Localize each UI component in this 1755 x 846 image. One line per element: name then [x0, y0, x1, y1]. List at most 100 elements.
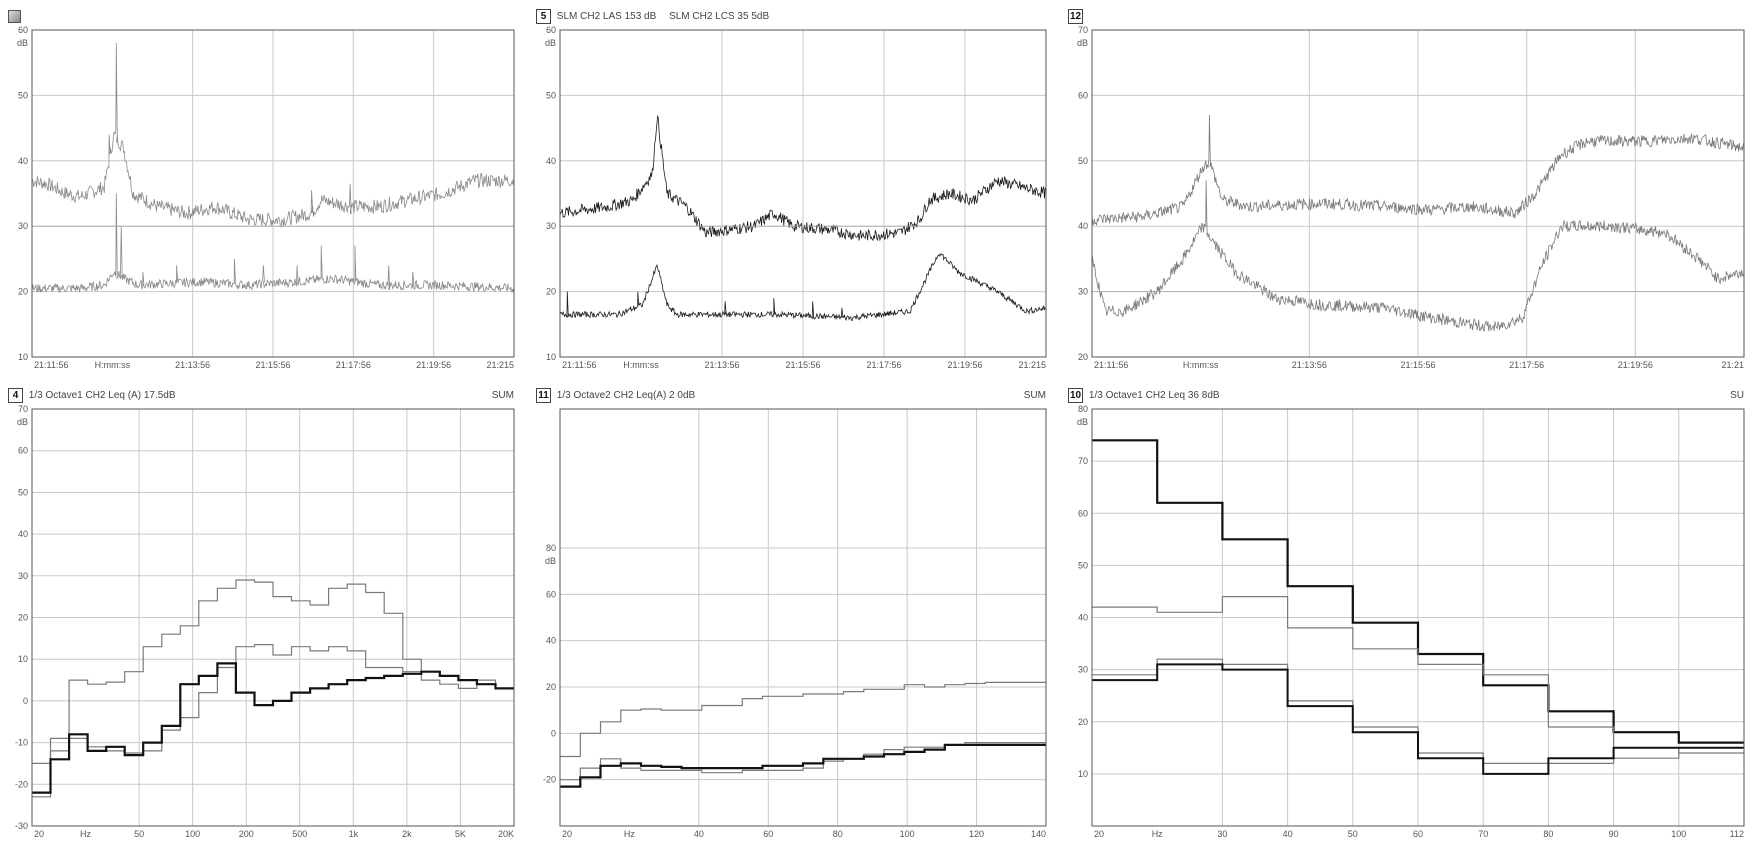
- y-tick-label: 60: [1078, 90, 1088, 100]
- panel-header: 12: [1066, 8, 1748, 26]
- panel-header: 11 1/3 Octave2 CH2 Leq(A) 2 0dB SUM: [534, 387, 1050, 405]
- series-line: [1092, 596, 1744, 754]
- panel-number[interactable]: 5: [536, 8, 551, 24]
- chart-panel-5[interactable]: 5 SLM CH2 LAS 153 dB SLM CH2 LCS 35 5dB …: [534, 8, 1050, 373]
- x-tick-label: 20: [1094, 829, 1104, 839]
- y-tick-label: 30: [18, 221, 28, 231]
- plot-frame: [31, 408, 515, 827]
- series-line: [1091, 114, 1745, 227]
- y-tick-label: 30: [18, 571, 28, 581]
- series-line: [32, 644, 514, 798]
- x-tick-label: 21:15:56: [785, 360, 820, 370]
- panel-number[interactable]: 11: [536, 387, 551, 403]
- series-line: [560, 742, 1046, 781]
- legend-entry: SLM CH2 LCS 35 5dB: [669, 11, 770, 22]
- chart-panel-1[interactable]: 60 50 40 30 20 10 dB 21:11:56 H:mm:ss 21:13:56 21:…: [6, 8, 518, 373]
- y-tick-label: 70: [1078, 456, 1088, 466]
- y-tick-label: 60: [18, 25, 28, 35]
- panel-number[interactable]: 10: [1068, 387, 1084, 403]
- series-line: [560, 743, 1046, 788]
- y-unit-label: dB: [17, 417, 28, 427]
- y-tick-label: 50: [18, 90, 28, 100]
- y-tick-label: -30: [15, 821, 28, 831]
- x-tick-label: 80: [833, 829, 843, 839]
- y-unit-label: dB: [17, 38, 28, 48]
- y-tick-label: 40: [546, 156, 556, 166]
- x-tick-label: 21:15:56: [1400, 360, 1435, 370]
- y-tick-label: 60: [546, 589, 556, 599]
- x-tick-label: 20K: [498, 829, 514, 839]
- x-tick-label: 100: [900, 829, 915, 839]
- series-line: [559, 253, 1046, 322]
- x-tick-label: 21:13:56: [1292, 360, 1327, 370]
- plot-frame: [559, 29, 1047, 358]
- x-tick-label: 50: [1348, 829, 1358, 839]
- x-tick-label: 21:13:56: [175, 360, 210, 370]
- series-line: [560, 681, 1046, 758]
- plot-frame: [559, 408, 1047, 827]
- chart-panel-12[interactable]: 12 70 60 50 40 30 20 dB 21:11:56 H:mm:ss 21:13:56…: [1066, 8, 1748, 373]
- y-tick-label: 40: [18, 156, 28, 166]
- panel-header: [6, 8, 518, 26]
- series-line: [32, 579, 514, 764]
- y-tick-label: 20: [18, 613, 28, 623]
- sum-label: SUM: [491, 390, 514, 401]
- x-tick-label: 21:19:56: [416, 360, 451, 370]
- x-tick-label: 40: [1283, 829, 1293, 839]
- chart-panel-4[interactable]: 4 1/3 Octave1 CH2 Leq (A) 17.5dB SUM 70 6…: [6, 387, 518, 842]
- y-tick-label: 20: [546, 287, 556, 297]
- y-tick-label: 50: [1078, 156, 1088, 166]
- y-tick-label: 0: [23, 696, 28, 706]
- time-history-chart: 60 50 40 30 20 10 dB 21:11:56 H:mm:ss 21:13:56 21:…: [545, 25, 1047, 370]
- series-line: [31, 193, 515, 293]
- panel-number[interactable]: 4: [8, 387, 23, 403]
- x-tick-label: 100: [185, 829, 200, 839]
- x-tick-label: 21:11:56: [1094, 360, 1128, 370]
- x-tick-label: Hz: [624, 829, 635, 839]
- legend-entry: SLM CH2 LAS 153 dB: [556, 11, 657, 22]
- x-tick-label: 20: [562, 829, 572, 839]
- y-tick-label: 50: [1078, 560, 1088, 570]
- x-tick-label: 500: [292, 829, 307, 839]
- x-tick-label: 60: [1413, 829, 1423, 839]
- legend-entry: 1/3 Octave1 CH2 Leq (A) 17.5dB: [28, 390, 176, 401]
- y-tick-label: 30: [546, 221, 556, 231]
- series-line: [31, 43, 515, 229]
- y-unit-label: dB: [545, 38, 556, 48]
- y-tick-label: 10: [18, 654, 28, 664]
- x-tick-label: 21:17:56: [336, 360, 371, 370]
- x-tick-label: H:mm:ss: [623, 360, 659, 370]
- series-line: [1091, 180, 1745, 332]
- x-tick-label: 100: [1671, 829, 1686, 839]
- y-tick-label: 60: [18, 446, 28, 456]
- x-tick-label: 60: [763, 829, 773, 839]
- chart-panel-11[interactable]: 11 1/3 Octave2 CH2 Leq(A) 2 0dB SUM 80 60…: [534, 387, 1050, 842]
- chart-panel-10[interactable]: 10 1/3 Octave1 CH2 Leq 36 8dB SU 80 70 60 5…: [1066, 387, 1748, 842]
- y-tick-label: 20: [1078, 352, 1088, 362]
- y-tick-label: 40: [18, 529, 28, 539]
- legend-entry: 1/3 Octave2 CH2 Leq(A) 2 0dB: [556, 390, 696, 401]
- x-tick-label: 21:15:56: [255, 360, 290, 370]
- x-tick-label: H:mm:ss: [95, 360, 131, 370]
- panel-menu-icon[interactable]: [8, 9, 21, 23]
- y-tick-label: 20: [1078, 717, 1088, 727]
- spectrum-chart: 80 70 60 50 40 30 20 10 dB 20 Hz 30 40 50 60 70 80 90 100 1…: [1077, 404, 1745, 839]
- spectrum-chart: 80 60 40 20 0 -20 dB 20 Hz 40 60 80 100 120 140: [543, 408, 1047, 839]
- y-tick-label: -10: [15, 738, 28, 748]
- y-tick-label: 10: [546, 352, 556, 362]
- plot-frame: [31, 29, 515, 358]
- panel-number[interactable]: 12: [1068, 8, 1084, 24]
- y-tick-label: 50: [18, 487, 28, 497]
- x-tick-label: H:mm:ss: [1183, 360, 1219, 370]
- y-tick-label: 10: [18, 352, 28, 362]
- time-history-chart: 70 60 50 40 30 20 dB 21:11:56 H:mm:ss 21:13:56 21:…: [1077, 25, 1745, 370]
- x-tick-label: 21:17:56: [1509, 360, 1544, 370]
- x-tick-label: Hz: [1152, 829, 1163, 839]
- y-unit-label: dB: [545, 556, 556, 566]
- x-tick-label: 112: [1730, 829, 1744, 839]
- y-tick-label: 80: [1078, 404, 1088, 414]
- x-tick-label: Hz: [80, 829, 91, 839]
- x-tick-label: 21:11:56: [34, 360, 68, 370]
- y-tick-label: 40: [546, 636, 556, 646]
